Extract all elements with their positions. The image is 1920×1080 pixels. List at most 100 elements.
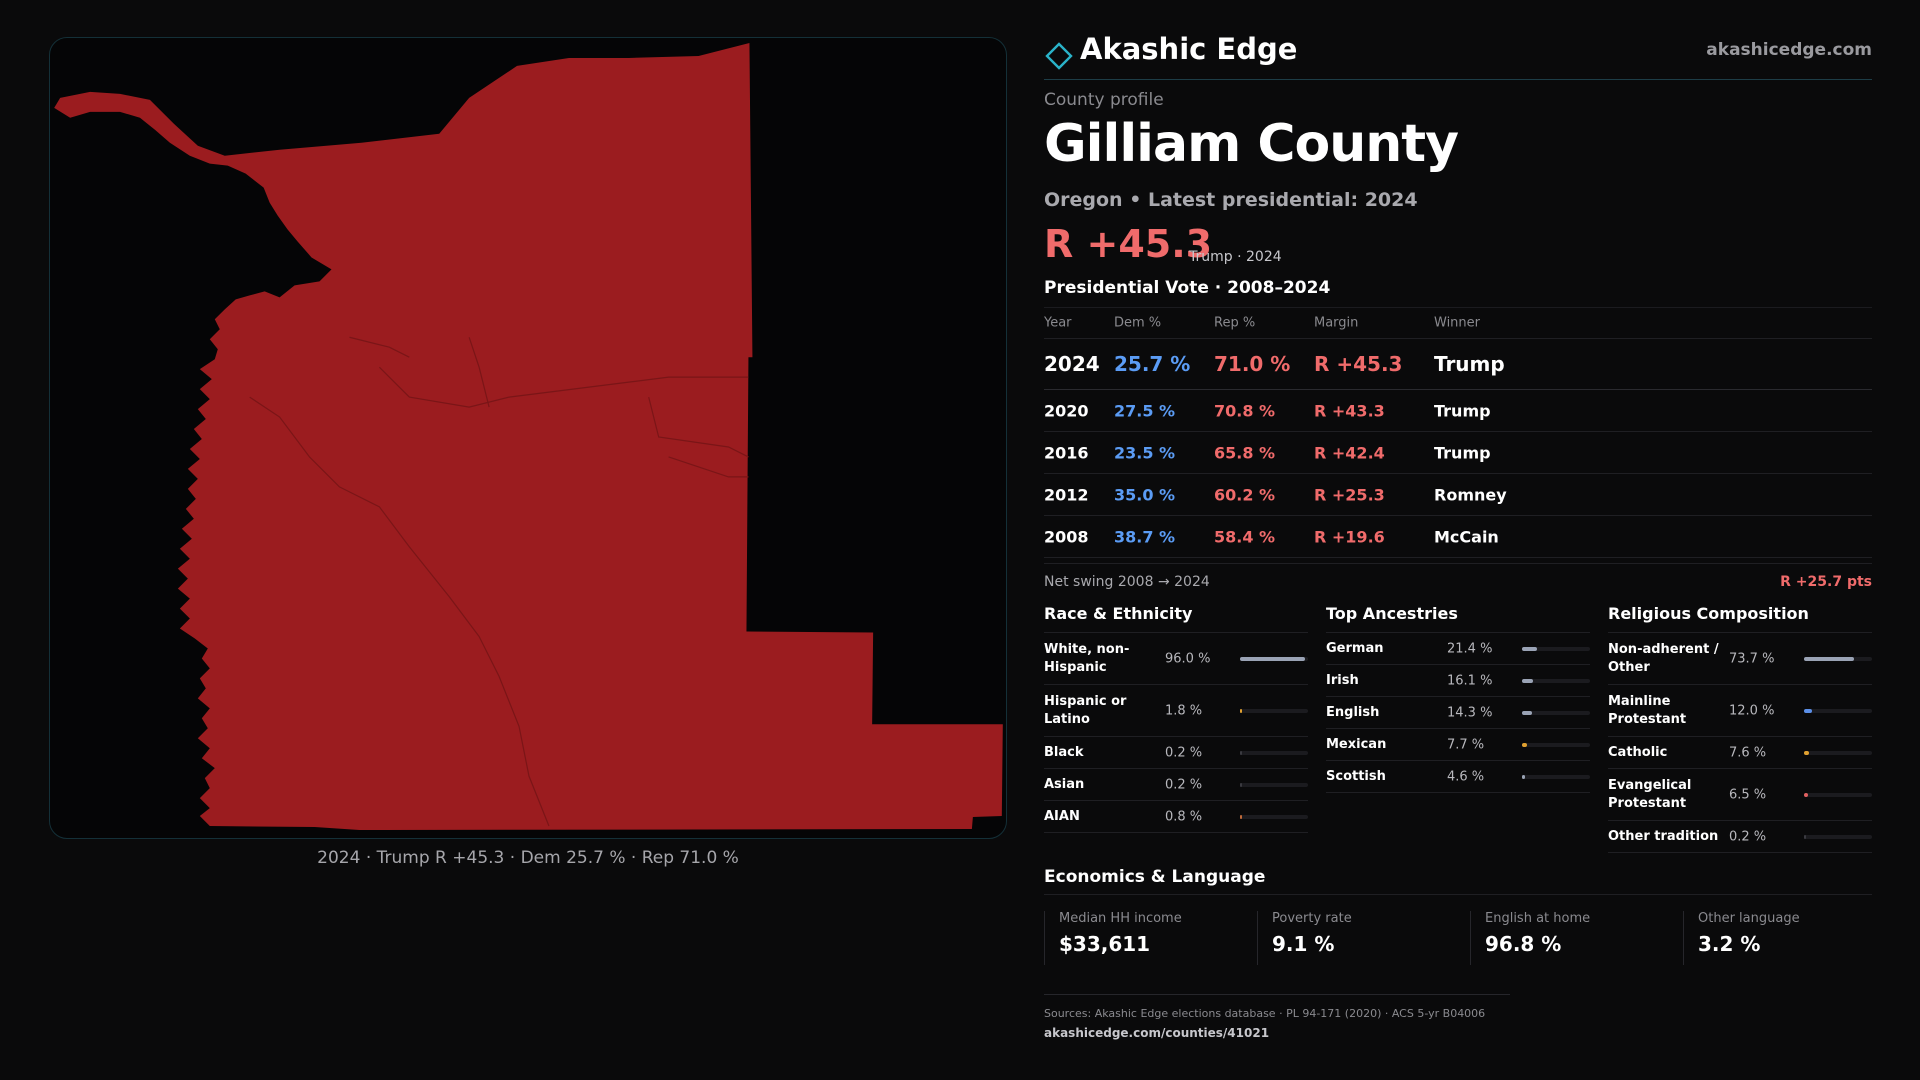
headline-margin: R +45.3: [1044, 222, 1213, 266]
stat-value: 0.2 %: [1729, 829, 1767, 844]
row-year: 2012: [1044, 485, 1089, 504]
vote-table: Year Dem % Rep % Margin Winner 2024 25.7…: [1044, 307, 1872, 558]
stat-bar-fill: [1240, 656, 1306, 661]
header-margin: Margin: [1314, 315, 1359, 331]
row-margin: R +25.3: [1314, 485, 1385, 504]
table-row: 2020 27.5 % 70.8 % R +43.3 Trump: [1044, 390, 1872, 432]
source-url-link[interactable]: akashicedge.com/counties/41021: [1044, 1026, 1270, 1040]
stat-bar: [1522, 646, 1590, 651]
stat-bar-fill: [1240, 814, 1242, 819]
stat-bar: [1804, 708, 1872, 713]
stat-value: 7.6 %: [1729, 745, 1767, 760]
stat-bar-fill: [1804, 792, 1809, 797]
economics-title: Economics & Language: [1044, 867, 1266, 887]
stat-bar-fill: [1522, 710, 1532, 715]
table-row: 2012 35.0 % 60.2 % R +25.3 Romney: [1044, 474, 1872, 516]
econ-card-other-language: Other language 3.2 %: [1683, 911, 1873, 965]
stat-bar-fill: [1804, 656, 1855, 661]
vote-section-title: Presidential Vote · 2008–2024: [1044, 278, 1331, 298]
section-title: Religious Composition: [1608, 602, 1872, 633]
stat-label: German: [1326, 640, 1384, 656]
table-row: 2016 23.5 % 65.8 % R +42.4 Trump: [1044, 432, 1872, 474]
row-rep: 71.0 %: [1214, 352, 1291, 376]
table-row: 2008 38.7 % 58.4 % R +19.6 McCain: [1044, 516, 1872, 558]
stat-label: Non-adherent / Other: [1608, 641, 1719, 675]
sources-text: Sources: Akashic Edge elections database…: [1044, 1007, 1486, 1020]
stat-bar-fill: [1240, 708, 1242, 713]
table-row: 2024 25.7 % 71.0 % R +45.3 Trump: [1044, 339, 1872, 390]
swing-label: Net swing 2008 → 2024: [1044, 574, 1210, 590]
stat-bar: [1804, 792, 1872, 797]
diamond-icon: [1045, 42, 1073, 70]
row-rep: 60.2 %: [1214, 485, 1276, 504]
stat-bar-fill: [1522, 742, 1528, 747]
row-year: 2016: [1044, 443, 1089, 462]
stat-bar-fill: [1522, 774, 1526, 779]
stat-bar: [1522, 710, 1590, 715]
row-margin: R +42.4: [1314, 443, 1385, 462]
stat-bar-fill: [1240, 782, 1242, 787]
stat-bar: [1240, 750, 1308, 755]
stat-row: Mexican 7.7 %: [1326, 729, 1590, 761]
county-shape[interactable]: [54, 42, 1003, 831]
stat-bar: [1522, 742, 1590, 747]
stat-row: Asian 0.2 %: [1044, 769, 1308, 801]
stat-value: 1.8 %: [1165, 703, 1203, 718]
stat-row: Evangelical Protestant 6.5 %: [1608, 769, 1872, 821]
brand-url-link[interactable]: akashicedge.com: [1706, 40, 1872, 60]
row-margin: R +45.3: [1314, 352, 1403, 376]
stat-row: Scottish 4.6 %: [1326, 761, 1590, 793]
county-subtitle: Oregon • Latest presidential: 2024: [1044, 189, 1418, 211]
header-winner: Winner: [1434, 315, 1481, 331]
econ-value: 96.8 %: [1485, 932, 1562, 956]
ancestry-section: Top Ancestries German 21.4 % Irish 16.1 …: [1326, 602, 1590, 793]
net-swing-row: Net swing 2008 → 2024 R +25.7 pts: [1044, 563, 1872, 593]
row-dem: 35.0 %: [1114, 485, 1176, 504]
stat-label: Hispanic or Latino: [1044, 693, 1127, 727]
stat-label: AIAN: [1044, 808, 1080, 824]
county-map-svg: [54, 42, 1003, 831]
stat-value: 12.0 %: [1729, 703, 1775, 718]
stat-label: Black: [1044, 744, 1084, 760]
stat-label: Other tradition: [1608, 828, 1719, 844]
divider: [1044, 994, 1510, 995]
stat-value: 16.1 %: [1447, 673, 1493, 688]
race-ethnicity-section: Race & Ethnicity White, non-Hispanic 96.…: [1044, 602, 1308, 833]
stat-row: German 21.4 %: [1326, 633, 1590, 665]
stat-bar: [1522, 774, 1590, 779]
stat-label: English: [1326, 704, 1380, 720]
stat-bar-fill: [1522, 646, 1537, 651]
row-rep: 65.8 %: [1214, 443, 1276, 462]
section-title: Race & Ethnicity: [1044, 602, 1308, 633]
brand-header: Akashic Edge akashicedge.com: [1044, 32, 1872, 80]
stat-value: 96.0 %: [1165, 651, 1211, 666]
stat-bar: [1804, 750, 1872, 755]
stat-row: Other tradition 0.2 %: [1608, 821, 1872, 853]
econ-label: English at home: [1485, 911, 1591, 926]
stat-row: English 14.3 %: [1326, 697, 1590, 729]
row-dem: 27.5 %: [1114, 401, 1176, 420]
row-year: 2020: [1044, 401, 1089, 420]
stat-bar: [1804, 834, 1872, 839]
econ-value: 3.2 %: [1698, 932, 1761, 956]
precinct-boundary: [249, 336, 749, 827]
econ-card-poverty: Poverty rate 9.1 %: [1257, 911, 1447, 965]
stat-bar-fill: [1522, 678, 1533, 683]
row-winner: Trump: [1434, 352, 1505, 376]
stat-row: Mainline Protestant 12.0 %: [1608, 685, 1872, 737]
religion-section: Religious Composition Non-adherent / Oth…: [1608, 602, 1872, 853]
row-dem: 38.7 %: [1114, 527, 1176, 546]
stat-row: Non-adherent / Other 73.7 %: [1608, 633, 1872, 685]
stat-bar-fill: [1804, 834, 1806, 839]
stat-row: White, non-Hispanic 96.0 %: [1044, 633, 1308, 685]
stat-value: 4.6 %: [1447, 769, 1485, 784]
stat-row: Irish 16.1 %: [1326, 665, 1590, 697]
stat-label: Mexican: [1326, 736, 1387, 752]
stat-value: 21.4 %: [1447, 641, 1493, 656]
county-map[interactable]: [49, 37, 1007, 839]
headline-note: Trump · 2024: [1189, 249, 1282, 265]
stat-bar-fill: [1804, 750, 1810, 755]
stat-value: 7.7 %: [1447, 737, 1485, 752]
header-year: Year: [1044, 315, 1072, 331]
stat-row: Hispanic or Latino 1.8 %: [1044, 685, 1308, 737]
